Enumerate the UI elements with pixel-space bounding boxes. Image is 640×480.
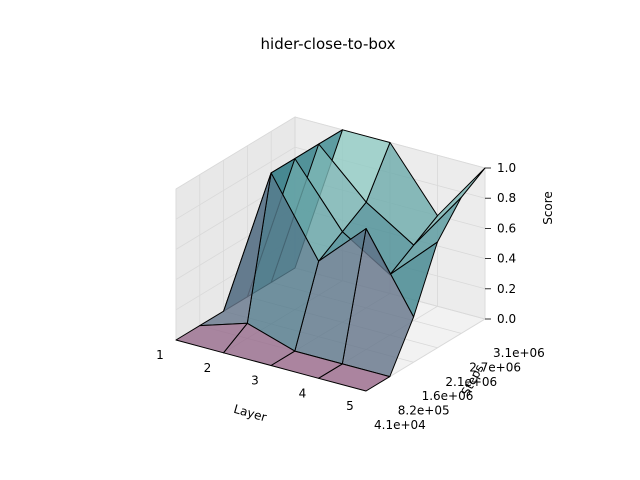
z-tick-label: 0.4	[497, 252, 516, 266]
x-tick-label: 1	[156, 348, 164, 362]
y-tick-label: 3.1e+06	[493, 346, 545, 360]
z-tick-label: 0.2	[497, 282, 516, 296]
z-tick-label: 0.8	[497, 191, 516, 205]
grid-line-score	[175, 116, 486, 190]
z-tick-label: 1.0	[497, 161, 516, 175]
z-tick-label: 0.0	[497, 312, 516, 326]
z-tick-label: 0.6	[497, 221, 516, 235]
y-tick-label: 1.6e+06	[422, 389, 474, 403]
surface-face	[175, 322, 248, 354]
surface	[175, 129, 486, 392]
y-tick-label: 8.2e+05	[398, 404, 450, 418]
x-tick-label: 2	[204, 361, 212, 375]
chart-title: hider-close-to-box	[261, 35, 396, 53]
x-tick-label: 5	[346, 399, 354, 413]
y-tick-label: 4.1e+04	[374, 418, 426, 432]
x-axis-label: Layer	[232, 402, 268, 425]
tick-labels: 1 2 3 4 5 4.1e+048.2e+051.6e+062.1e+062.7e+06…	[156, 161, 545, 432]
x-tick-label: 3	[251, 374, 259, 388]
y-tick-label: 2.1e+06	[445, 375, 497, 389]
z-axis-label: Score	[541, 191, 555, 225]
x-tick-label: 4	[299, 386, 307, 400]
y-tick-label: 2.7e+06	[469, 360, 521, 374]
grid-line-score	[175, 146, 486, 220]
